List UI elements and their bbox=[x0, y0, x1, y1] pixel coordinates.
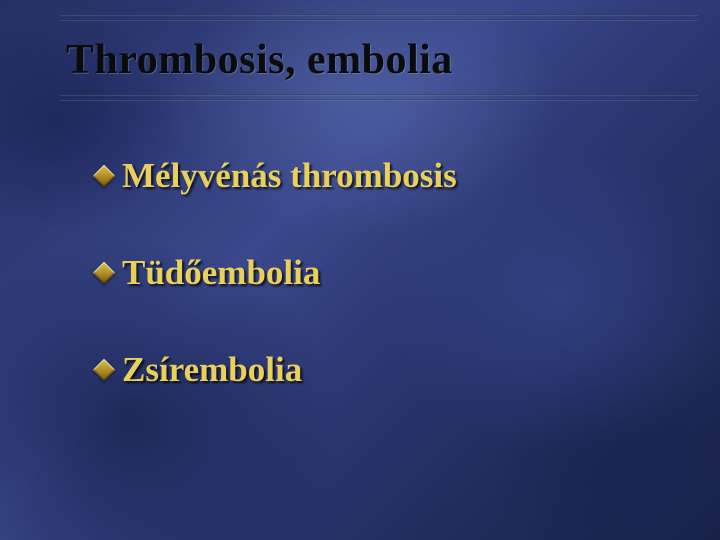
list-item: Tüdőembolia bbox=[96, 255, 680, 290]
diamond-bullet-icon bbox=[93, 358, 116, 381]
diamond-bullet-icon bbox=[93, 261, 116, 284]
rule-line bbox=[60, 14, 698, 15]
list-item: Mélyvénás thrombosis bbox=[96, 158, 680, 193]
list-item-label: Tüdőembolia bbox=[122, 255, 320, 290]
diamond-bullet-icon bbox=[93, 164, 116, 187]
header-rules-bottom bbox=[60, 94, 698, 104]
list-item: Zsírembolia bbox=[96, 352, 680, 387]
rule-line bbox=[60, 99, 698, 100]
list-item-label: Zsírembolia bbox=[122, 352, 302, 387]
rule-line bbox=[60, 19, 698, 20]
rule-line bbox=[60, 94, 698, 95]
header-rules-top bbox=[60, 14, 698, 24]
list-item-label: Mélyvénás thrombosis bbox=[122, 158, 457, 193]
bullet-list: Mélyvénás thrombosis Tüdőembolia Zsíremb… bbox=[96, 158, 680, 449]
slide-title: Thrombosis, embolia bbox=[66, 36, 453, 84]
